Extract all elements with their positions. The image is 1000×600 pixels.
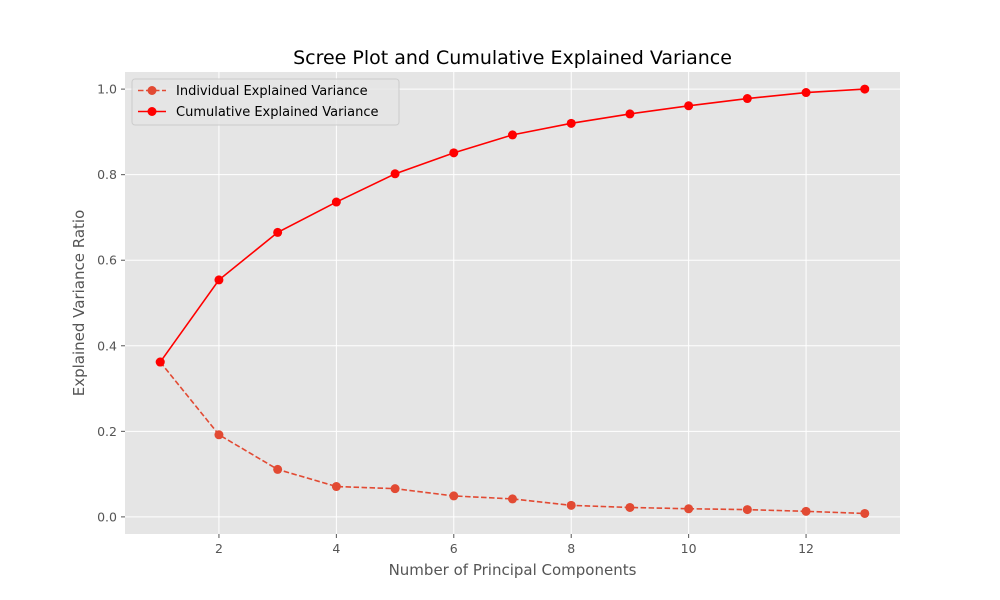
legend-box (131, 78, 400, 126)
data-point-individual (801, 506, 811, 516)
data-point-individual (331, 482, 341, 492)
y-tick-label: 0.6 (97, 253, 117, 268)
data-point-cumulative (390, 169, 400, 179)
y-tick-label: 1.0 (97, 82, 117, 97)
data-point-individual (390, 484, 400, 494)
data-point-individual (625, 502, 635, 512)
x-tick-label: 12 (798, 541, 814, 556)
legend-label-individual: Individual Explained Variance (176, 84, 368, 99)
chart-title: Scree Plot and Cumulative Explained Vari… (293, 47, 732, 69)
legend-marker-individual (147, 86, 157, 95)
data-point-individual (508, 494, 517, 504)
data-point-cumulative (566, 118, 576, 128)
data-point-individual (742, 505, 752, 515)
data-point-cumulative (214, 275, 224, 285)
x-tick-label: 4 (332, 541, 340, 556)
data-point-individual (566, 500, 576, 510)
y-axis-label: Explained Variance Ratio (70, 210, 88, 397)
series-layer (155, 84, 870, 518)
data-point-cumulative (625, 109, 635, 119)
data-point-cumulative (801, 88, 811, 98)
x-tick-label: 6 (450, 541, 458, 556)
data-point-individual (449, 491, 459, 501)
y-tick-label: 0.8 (97, 167, 117, 182)
y-tick-label: 0.2 (97, 424, 117, 439)
data-point-cumulative (508, 130, 517, 140)
data-point-individual (684, 504, 694, 514)
data-point-cumulative (273, 227, 283, 237)
x-tick-label: 2 (215, 541, 223, 556)
data-point-individual (860, 508, 870, 518)
data-point-cumulative (860, 84, 870, 94)
legend: Individual Explained Variance Cumulative… (131, 78, 400, 126)
x-axis-label: Number of Principal Components (389, 561, 637, 579)
data-point-cumulative (742, 94, 752, 104)
data-point-individual (273, 464, 283, 474)
legend-label-cumulative: Cumulative Explained Variance (176, 105, 378, 120)
data-point-cumulative (331, 197, 341, 207)
data-point-cumulative (155, 357, 165, 367)
axis-ticks: 2 4 6 8 10 12 0.0 0.2 0.4 0.6 0.8 1.0 (97, 82, 814, 556)
x-tick-label: 10 (681, 541, 697, 556)
x-tick-label: 8 (567, 541, 575, 556)
legend-marker-cumulative (147, 107, 157, 116)
y-tick-label: 0.4 (97, 338, 117, 353)
plot-area (125, 72, 900, 534)
y-tick-label: 0.0 (97, 509, 117, 524)
data-point-cumulative (449, 148, 459, 158)
data-point-cumulative (684, 101, 694, 111)
data-point-individual (214, 430, 224, 440)
